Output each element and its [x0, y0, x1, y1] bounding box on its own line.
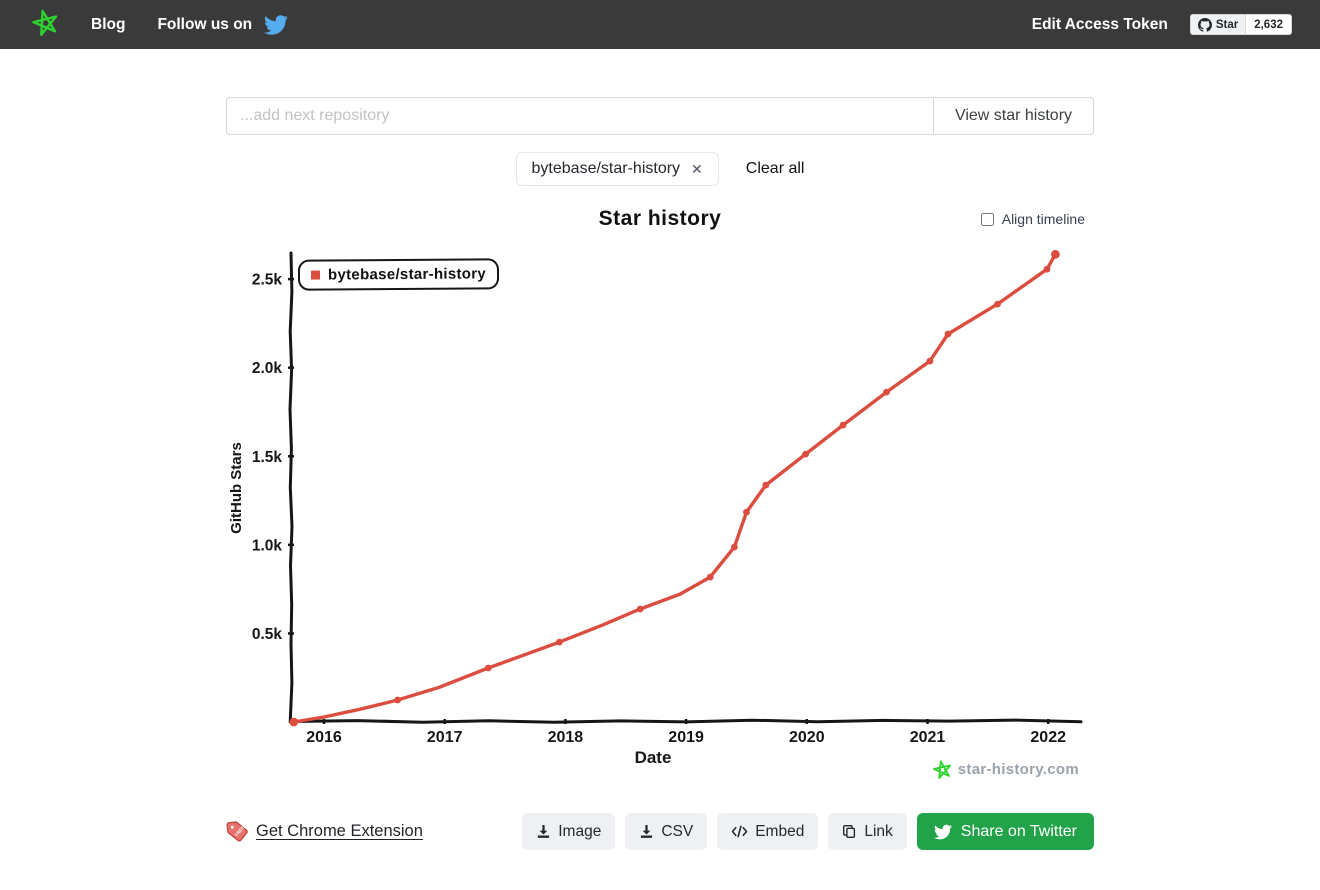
- download-csv-button[interactable]: CSV: [625, 813, 708, 850]
- y-tick-label: 2.0k: [252, 360, 283, 377]
- data-point-marker: [743, 508, 750, 516]
- navbar: Blog Follow us on Edit Access Token Star…: [0, 0, 1320, 49]
- nav-blog-link[interactable]: Blog: [91, 15, 126, 33]
- copy-link-button[interactable]: Link: [828, 813, 907, 850]
- repo-chips-row: bytebase/star-history ✕ Clear all: [226, 152, 1094, 186]
- x-tick-label: 2016: [306, 729, 342, 746]
- github-star-label: Star: [1215, 18, 1239, 31]
- twitter-icon: [933, 823, 952, 841]
- x-tick-label: 2018: [548, 729, 584, 746]
- chart-canvas: 0.5k 1.0k 1.5k 2.0k 2.5k 2016 2017 2018 2019 2020…: [228, 249, 1083, 767]
- embed-button[interactable]: Embed: [717, 813, 819, 850]
- get-chrome-extension-label: Get Chrome Extension: [256, 822, 423, 840]
- x-axis-label: Date: [635, 748, 672, 767]
- share-on-twitter-button[interactable]: Share on Twitter: [916, 813, 1094, 850]
- chart-area: 0.5k 1.0k 1.5k 2.0k 2.5k 2016 2017 2018 2019 2020…: [226, 245, 1094, 785]
- svg-text:FREE: FREE: [234, 825, 245, 837]
- repo-chip[interactable]: bytebase/star-history ✕: [515, 152, 719, 186]
- chip-close-icon[interactable]: ✕: [691, 161, 703, 177]
- download-icon: [536, 824, 551, 839]
- y-tick-label: 2.5k: [252, 272, 283, 289]
- data-point-marker: [731, 543, 738, 551]
- data-point-marker: [762, 481, 770, 489]
- edit-access-token-link[interactable]: Edit Access Token: [1031, 15, 1168, 33]
- free-tag-icon: FREE: [226, 820, 249, 843]
- chart-title: Star history: [598, 207, 722, 230]
- github-icon: [1197, 17, 1212, 32]
- watermark: star-history.com: [932, 760, 1079, 779]
- watermark-text: star-history.com: [957, 761, 1079, 778]
- nav-follow-label: Follow us on: [157, 15, 253, 33]
- data-point-marker: [484, 664, 492, 672]
- download-image-label: Image: [558, 822, 602, 840]
- chart-axis: [288, 251, 294, 724]
- star-history-logo[interactable]: [32, 9, 59, 41]
- get-chrome-extension-link[interactable]: FREE Get Chrome Extension: [226, 820, 423, 843]
- data-point-marker: [883, 388, 890, 396]
- repo-search-input[interactable]: [226, 97, 934, 135]
- x-tick-label: 2020: [789, 729, 825, 746]
- x-tick-label: 2017: [427, 729, 463, 746]
- data-point-marker: [1051, 249, 1060, 259]
- y-tick-label: 0.5k: [252, 626, 283, 643]
- clear-all-button[interactable]: Clear all: [745, 160, 805, 177]
- legend-swatch-icon: [310, 270, 321, 280]
- download-csv-label: CSV: [661, 822, 694, 840]
- x-tick-label: 2021: [910, 729, 946, 746]
- align-timeline-label[interactable]: Align timeline: [1001, 211, 1085, 227]
- data-point-marker: [1043, 265, 1051, 273]
- y-axis-label: GitHub Stars: [228, 442, 245, 534]
- star-logo-icon: [32, 9, 59, 41]
- data-point-marker: [839, 421, 847, 429]
- code-icon: [731, 824, 748, 839]
- legend-label: bytebase/star-history: [327, 265, 487, 284]
- copy-icon: [842, 824, 857, 839]
- github-star-badge[interactable]: Star 2,632: [1189, 14, 1292, 35]
- search-row: View star history: [226, 97, 1094, 135]
- github-star-count: 2,632: [1246, 15, 1291, 34]
- data-point-marker: [944, 330, 952, 338]
- repo-chip-label: bytebase/star-history: [531, 160, 681, 177]
- data-point-marker: [556, 638, 563, 646]
- chart-legend: bytebase/star-history: [297, 258, 500, 291]
- view-star-history-button[interactable]: View star history: [933, 97, 1094, 135]
- y-tick-label: 1.5k: [252, 449, 283, 466]
- data-point-marker: [289, 717, 299, 727]
- data-point-marker: [802, 450, 809, 458]
- data-point-marker: [394, 696, 401, 704]
- align-timeline-checkbox[interactable]: [980, 212, 994, 226]
- data-point-marker: [706, 573, 714, 581]
- data-point-marker: [636, 605, 644, 613]
- x-tick-label: 2022: [1030, 729, 1066, 746]
- download-image-button[interactable]: Image: [522, 813, 616, 850]
- series-line: [292, 252, 1058, 724]
- embed-label: Embed: [755, 822, 805, 840]
- data-point-marker: [994, 300, 1001, 308]
- y-tick-label: 1.0k: [252, 537, 283, 554]
- copy-link-label: Link: [864, 822, 893, 840]
- download-icon: [639, 824, 654, 839]
- data-point-marker: [926, 357, 934, 365]
- chart-header: Star history Align timeline: [226, 207, 1094, 235]
- x-tick-label: 2019: [668, 729, 704, 746]
- watermark-star-icon: [932, 760, 952, 779]
- twitter-icon[interactable]: [264, 13, 289, 37]
- share-on-twitter-label: Share on Twitter: [960, 822, 1077, 840]
- footer-row: FREE Get Chrome Extension Image: [226, 813, 1094, 850]
